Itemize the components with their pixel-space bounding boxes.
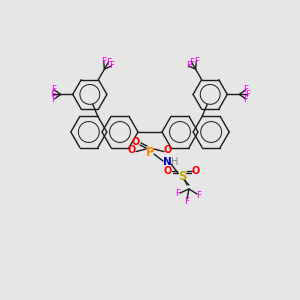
- Text: F: F: [184, 197, 190, 206]
- Text: F: F: [245, 90, 250, 99]
- Text: F: F: [189, 58, 194, 67]
- Text: F: F: [186, 61, 191, 70]
- Text: F: F: [109, 61, 114, 70]
- Text: S: S: [178, 169, 186, 182]
- Text: O: O: [164, 166, 172, 176]
- Text: H: H: [171, 157, 179, 167]
- Text: F: F: [243, 94, 248, 103]
- Text: F: F: [194, 57, 199, 66]
- Text: O: O: [192, 166, 200, 176]
- Text: F: F: [50, 90, 55, 99]
- Text: O: O: [128, 145, 136, 154]
- Text: F: F: [101, 57, 106, 66]
- Text: O: O: [132, 137, 140, 147]
- Text: O: O: [164, 145, 172, 154]
- Text: F: F: [52, 85, 57, 94]
- Text: P: P: [146, 146, 154, 158]
- Text: F: F: [52, 94, 57, 103]
- Text: F: F: [106, 58, 111, 67]
- Text: N: N: [163, 157, 171, 167]
- Text: F: F: [196, 190, 202, 200]
- Text: F: F: [243, 85, 248, 94]
- Text: F: F: [176, 190, 181, 199]
